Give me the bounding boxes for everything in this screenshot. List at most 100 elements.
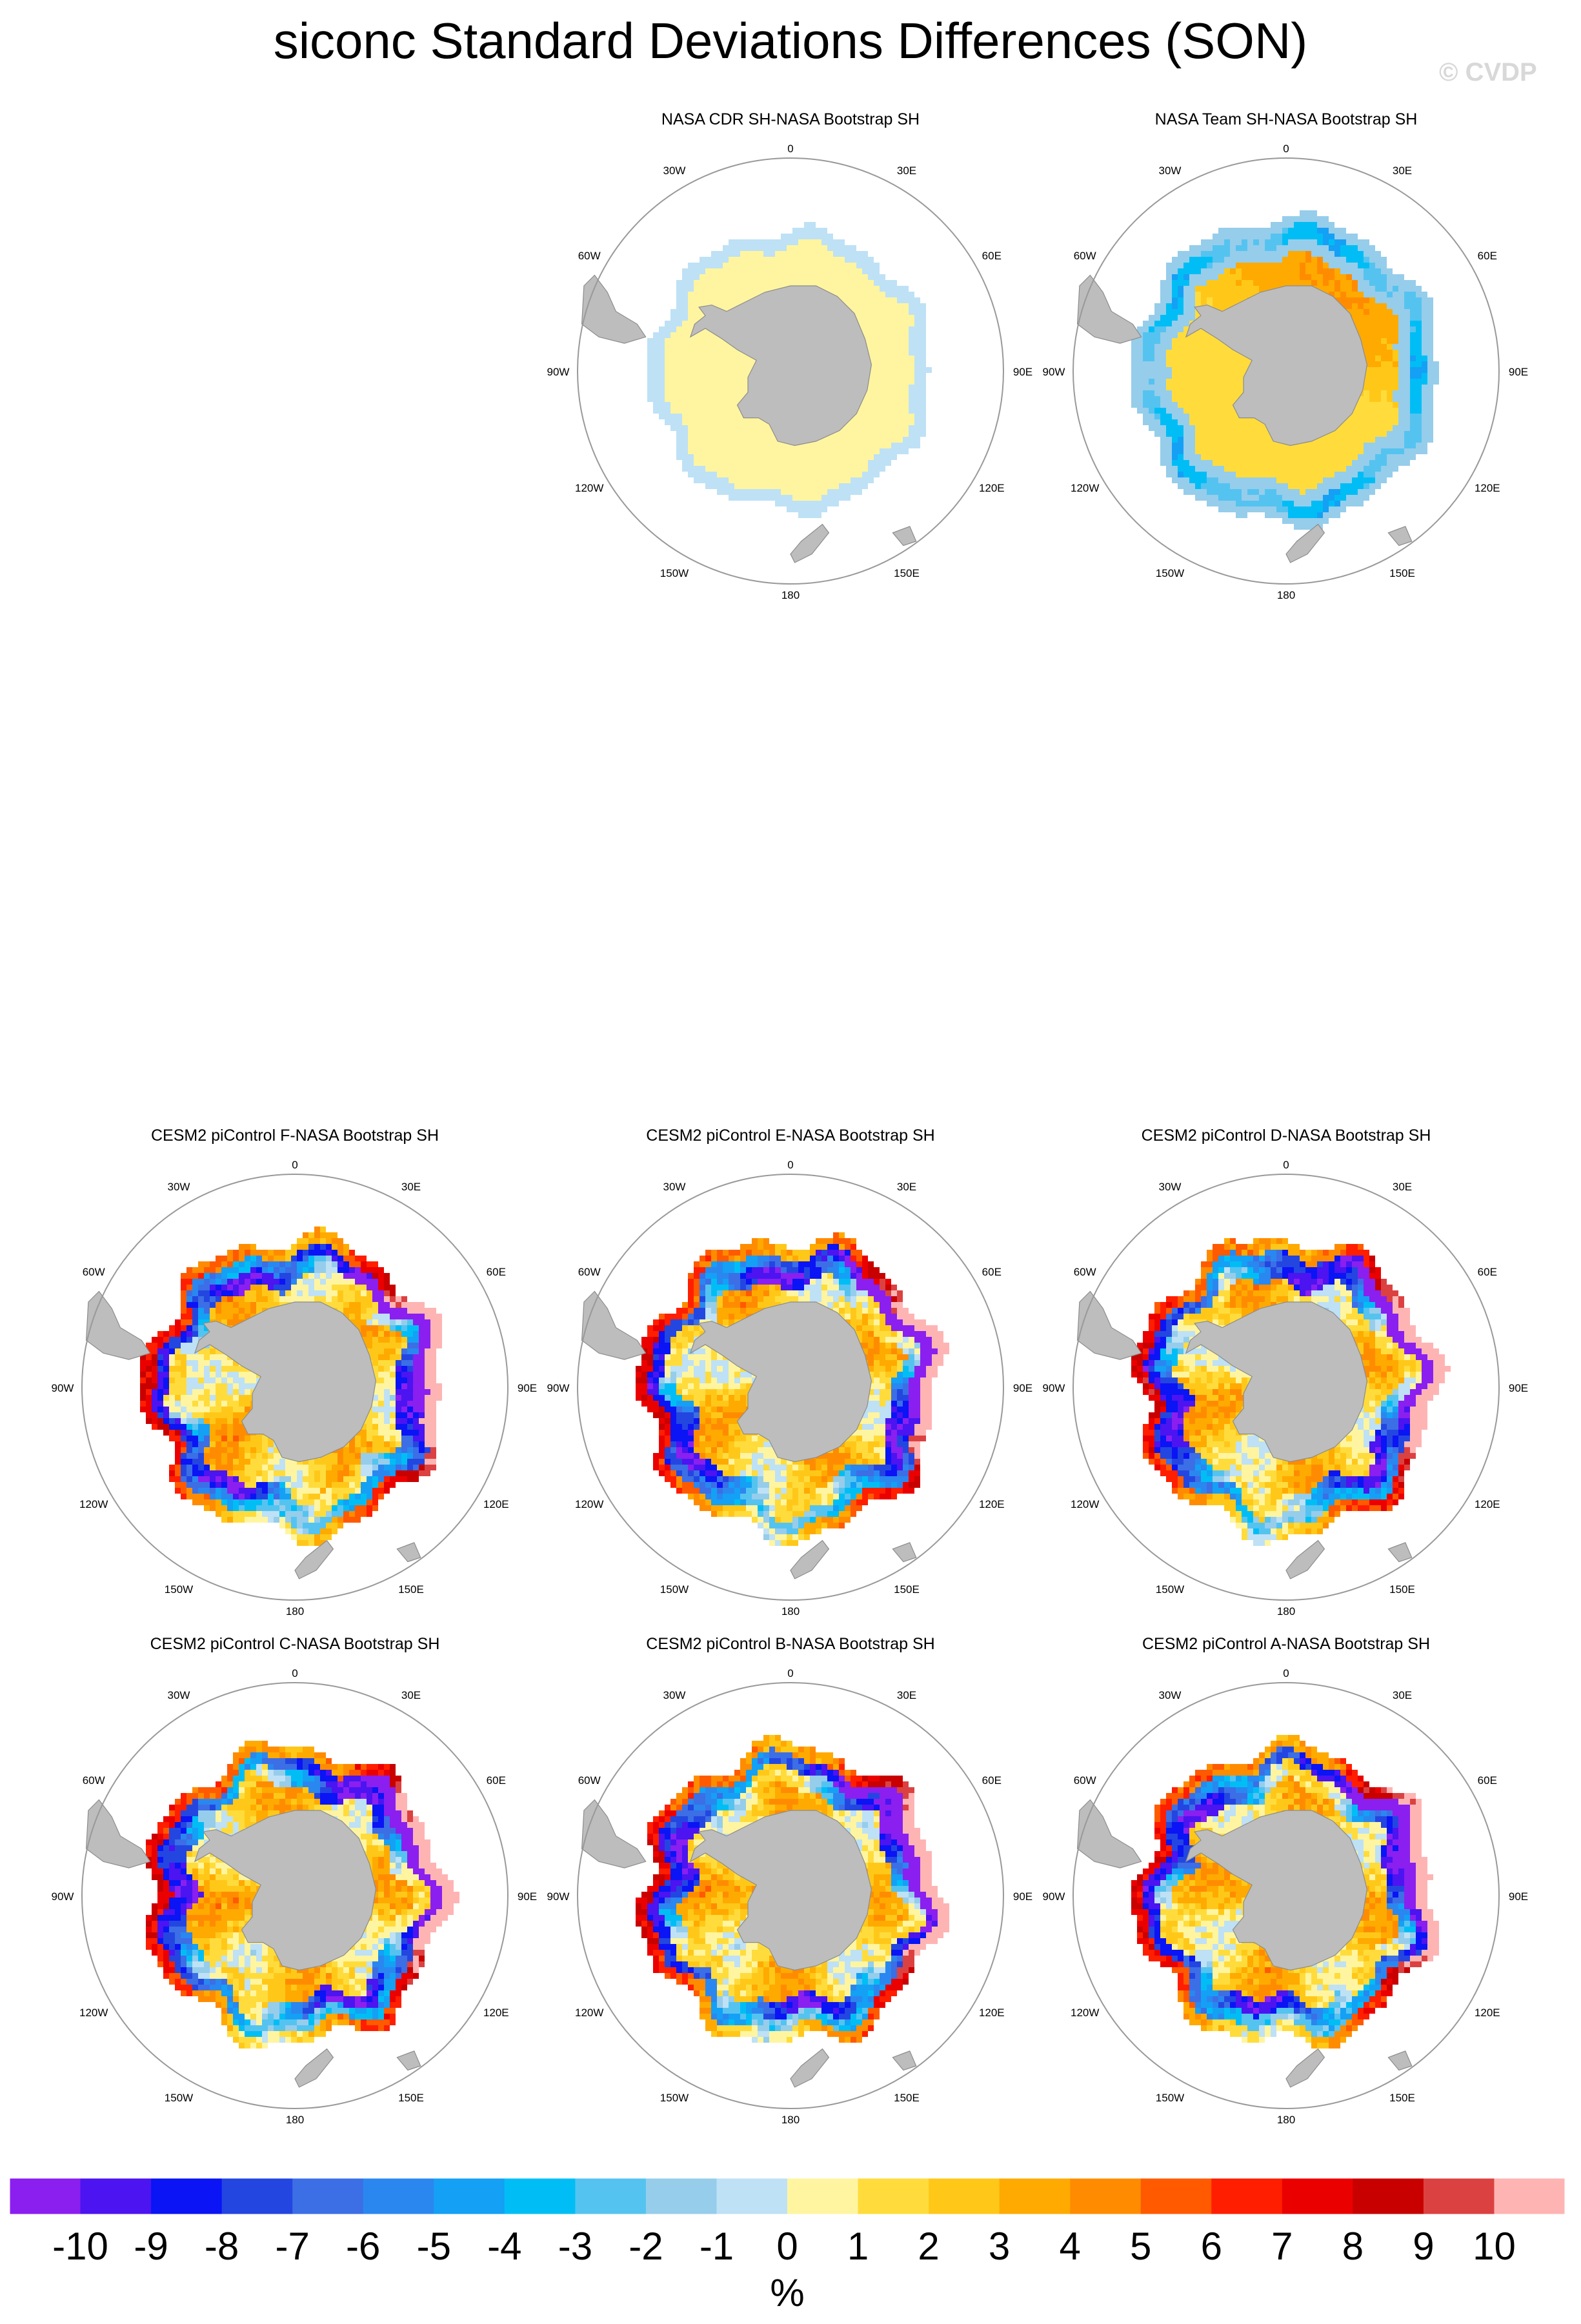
heatmap-cell [914,408,920,414]
heatmap-cell [821,466,827,472]
heatmap-cell [1253,425,1259,431]
heatmap-cell [1416,431,1422,437]
heatmap-cell [1213,338,1218,344]
heatmap-cell [647,373,653,379]
heatmap-cell [1201,483,1207,489]
heatmap-cell [851,489,856,495]
heatmap-cell [729,245,734,251]
longitude-label: 60E [982,250,1002,262]
heatmap-cell [676,350,682,356]
heatmap-cell [198,1360,204,1366]
heatmap-cell [717,477,723,483]
heatmap-cell [221,1366,227,1372]
heatmap-cell [1311,245,1317,251]
heatmap-cell [1201,390,1207,396]
heatmap-cell [274,1256,279,1261]
heatmap-cell [885,396,891,402]
heatmap-cell [1242,239,1247,245]
heatmap-cell [157,1372,163,1377]
heatmap-cell [1311,239,1317,245]
heatmap-cell [1207,367,1213,373]
heatmap-cell [1375,332,1381,338]
heatmap-cell [1160,390,1166,396]
heatmap-cell [688,350,694,356]
heatmap-cell [1358,448,1364,454]
heatmap-cell [216,1308,221,1314]
heatmap-cell [897,437,903,443]
heatmap-cell [274,1453,279,1459]
heatmap-cell [163,1401,169,1407]
heatmap-cell [1172,460,1178,466]
heatmap-cell [186,1377,192,1383]
heatmap-cell [198,1412,204,1418]
heatmap-cell [1247,506,1253,512]
heatmap-cell [1265,228,1271,234]
heatmap-cell [1416,338,1422,344]
heatmap-cell [1276,495,1282,501]
heatmap-cell [676,402,682,408]
heatmap-cell [734,460,740,466]
heatmap-cell [717,251,723,257]
heatmap-cell [250,1285,256,1290]
heatmap-cell [1323,483,1329,489]
heatmap-cell [1364,460,1369,466]
heatmap-cell [792,483,798,489]
heatmap-cell [705,454,711,460]
heatmap-cell [1213,379,1218,385]
heatmap-cell [1334,495,1340,501]
heatmap-cell [216,1499,221,1505]
heatmap-cell [804,472,810,477]
heatmap-cell [868,443,874,448]
heatmap-cell [221,1354,227,1360]
heatmap-cell [676,344,682,350]
heatmap-cell [221,1372,227,1377]
heatmap-cell [810,251,816,257]
heatmap-cell [204,1424,210,1430]
heatmap-cell [1253,274,1259,280]
heatmap-cell [1242,274,1247,280]
heatmap-cell [845,443,851,448]
heatmap-cell [216,1389,221,1395]
heatmap-cell [198,1395,204,1401]
heatmap-cell [1149,390,1154,396]
heatmap-cell [1282,245,1288,251]
heatmap-cell [1213,274,1218,280]
heatmap-cell [245,1302,250,1308]
heatmap-cell [1329,454,1334,460]
heatmap-cell [1410,332,1416,338]
heatmap-cell [227,1256,233,1261]
heatmap-cell [1201,489,1207,495]
heatmap-cell [1410,297,1416,303]
heatmap-cell [1282,512,1288,518]
heatmap-cell [734,350,740,356]
heatmap-cell [1137,390,1143,396]
heatmap-cell [897,356,903,361]
heatmap-cell [1300,210,1305,216]
new-zealand-landmass [790,523,830,563]
heatmap-cell [665,361,670,367]
heatmap-cell [845,477,851,483]
heatmap-cell [1201,425,1207,431]
heatmap-cell [216,1314,221,1319]
heatmap-cell [1224,228,1230,234]
heatmap-cell [245,1494,250,1499]
heatmap-cell [682,332,688,338]
heatmap-cell [1422,425,1427,431]
heatmap-cell [897,408,903,414]
heatmap-cell [676,321,682,326]
heatmap-cell [239,1476,245,1482]
heatmap-cell [1364,356,1369,361]
heatmap-cell [1375,326,1381,332]
heatmap-cell [804,257,810,263]
heatmap-cell [1369,344,1375,350]
heatmap-cell [891,431,897,437]
heatmap-cell [227,1302,233,1308]
heatmap-cell [216,1441,221,1447]
heatmap-cell [711,472,717,477]
heatmap-cell [1317,257,1323,263]
heatmap-cell [740,477,746,483]
heatmap-cell [694,268,700,274]
heatmap-cell [274,1465,279,1470]
heatmap-cell [740,373,746,379]
heatmap-cell [682,321,688,326]
